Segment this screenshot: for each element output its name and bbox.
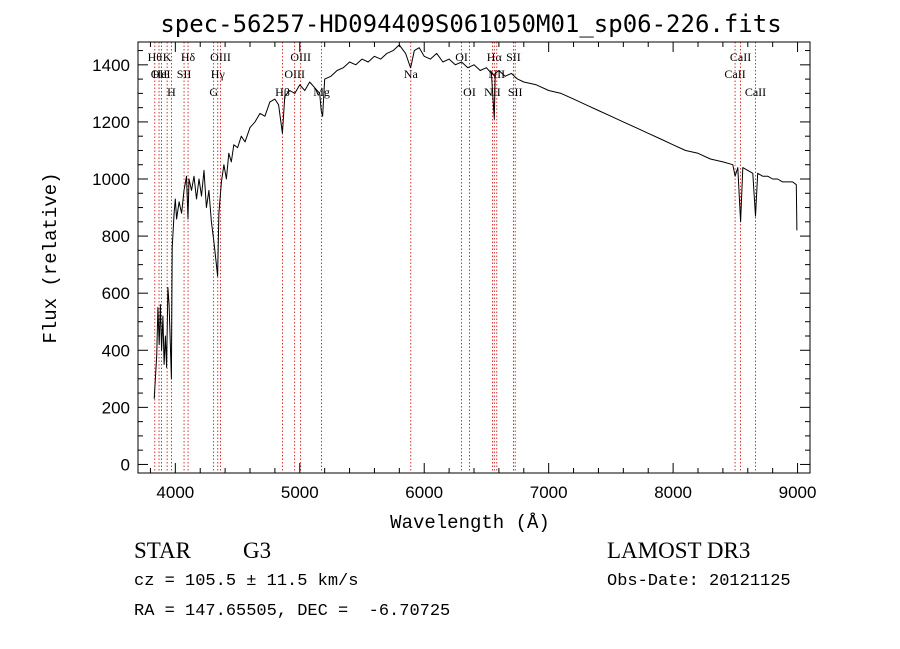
line-marker-label: OI [463, 85, 476, 99]
line-marker-label: OII [151, 67, 168, 81]
object-subclass: G3 [243, 538, 272, 563]
x-tick-label: 4000 [156, 483, 194, 502]
line-marker-label: CaII [730, 50, 751, 64]
obs-date: Obs-Date: 20121125 [607, 572, 791, 591]
plot-frame [137, 41, 811, 474]
survey-name: LAMOST DR3 [607, 538, 751, 563]
x-tick-label: 8000 [654, 483, 692, 502]
line-marker-label: SII [508, 85, 523, 99]
line-marker-label: HeI [153, 67, 171, 81]
object-class: STAR [134, 538, 191, 563]
axis-ticks: 4000 5000 6000 7000 8000 9000 0 200 400 600 800 100… [92, 42, 816, 502]
line-marker-label: Na [404, 67, 419, 81]
y-tick-label: 1200 [92, 113, 130, 132]
spectral-line-markers: HθOIIHeIKHSIIHδGHγOIIIHβOIIIOIIIMgNaOIOI… [148, 42, 766, 473]
line-marker-label: CaII [745, 85, 766, 99]
line-marker-label: Hδ [181, 50, 196, 64]
ra-dec: RA = 147.65505, DEC = -6.70725 [134, 602, 451, 621]
line-marker-label: Mg [313, 85, 330, 99]
y-tick-label: 1000 [92, 170, 130, 189]
y-tick-label: 600 [102, 284, 130, 303]
redshift-cz: cz = 105.5 ± 11.5 km/s [134, 572, 359, 591]
line-marker-label: CaII [724, 67, 745, 81]
x-tick-label: 6000 [405, 483, 443, 502]
line-marker-label: OIII [210, 50, 231, 64]
line-marker-label: SII [177, 67, 192, 81]
spectrum-line-0 [153, 44, 798, 399]
x-tick-label: 7000 [530, 483, 568, 502]
y-tick-label: 0 [121, 455, 130, 474]
chart-title: spec-56257-HD094409S061050M01_sp06-226.f… [160, 10, 781, 38]
y-tick-label: 200 [102, 398, 130, 417]
y-axis-label: Flux (relative) [40, 172, 62, 343]
line-marker-label: SII [506, 50, 521, 64]
line-marker-label: Hθ [148, 50, 163, 64]
line-marker-label: H [167, 85, 176, 99]
y-tick-label: 400 [102, 341, 130, 360]
line-marker-label: OIII [290, 50, 311, 64]
line-marker-label: Hβ [275, 85, 290, 99]
line-marker-label: NII [488, 67, 505, 81]
spectrum-chart: spec-56257-HD094409S061050M01_sp06-226.f… [40, 10, 816, 534]
x-tick-label: 9000 [779, 483, 817, 502]
line-marker-label: G [209, 85, 218, 99]
y-tick-label: 1400 [92, 56, 130, 75]
x-axis-label: Wavelength (Å) [390, 512, 550, 534]
line-marker-label: OI [455, 50, 468, 64]
x-tick-label: 5000 [281, 483, 319, 502]
line-marker-label: Hγ [211, 67, 226, 81]
y-tick-label: 800 [102, 227, 130, 246]
line-marker-label: OIII [284, 67, 305, 81]
line-marker-label: K [163, 50, 172, 64]
line-marker-label: Hα [487, 50, 503, 64]
spectrum-series [153, 44, 798, 399]
